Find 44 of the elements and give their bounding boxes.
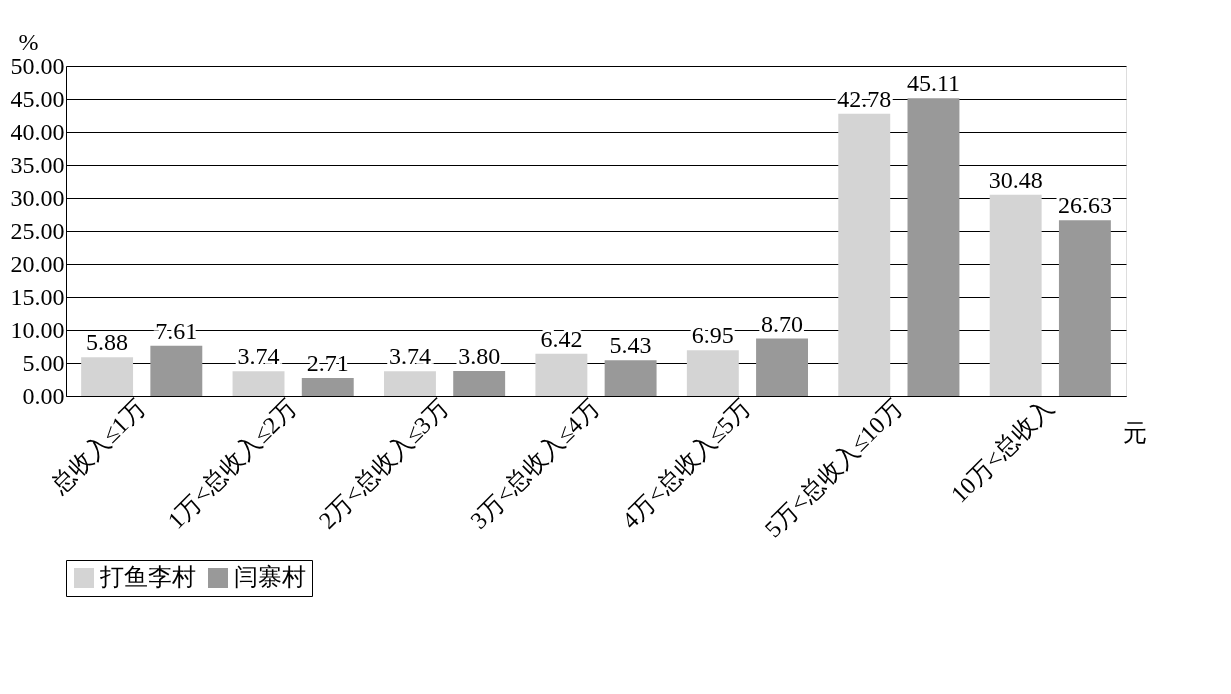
bar: [1058, 220, 1111, 396]
x-tick-label: 4万<总收入≤5万: [616, 394, 756, 534]
x-tick-label: 1万<总收入≤2万: [162, 394, 302, 534]
bar: [384, 371, 436, 396]
bar: [535, 353, 588, 396]
bar: [150, 345, 203, 396]
data-label: 3.74: [237, 343, 280, 370]
y-tick-label: 30.00: [10, 184, 65, 211]
y-tick-label: 5.00: [22, 349, 65, 376]
legend-label: 闫寨村: [234, 564, 306, 590]
bar: [838, 113, 891, 396]
y-axis-title: %: [18, 28, 39, 55]
data-label: 5.88: [86, 329, 129, 356]
data-label: 6.42: [540, 325, 583, 352]
y-tick-label: 50.00: [10, 52, 65, 79]
data-label: 26.63: [1057, 192, 1112, 219]
x-tick-label: 5万<总收入≤10万: [759, 394, 908, 543]
x-tick-label: 2万<总收入≤3万: [313, 394, 454, 534]
data-label: 45.11: [906, 70, 961, 97]
data-label: 5.43: [609, 332, 652, 359]
y-tick-label: 45.00: [10, 85, 65, 112]
bar: [301, 378, 354, 396]
legend-label: 打鱼李村: [99, 564, 196, 590]
y-tick-label: 0.00: [22, 382, 65, 409]
bar: [756, 338, 808, 396]
bar: [604, 360, 657, 396]
y-tick-label: 35.00: [10, 151, 65, 178]
x-axis-title: 元: [1122, 419, 1147, 446]
data-label: 3.74: [388, 343, 431, 370]
bar: [453, 370, 506, 396]
bar: [232, 371, 285, 396]
bar: [907, 98, 960, 396]
y-tick-label: 20.00: [10, 250, 65, 277]
bar: [989, 194, 1042, 396]
bar: [81, 357, 134, 396]
x-tick-label: 3万<总收入≤4万: [465, 394, 605, 534]
y-tick-label: 40.00: [10, 118, 65, 145]
data-label: 30.48: [988, 166, 1043, 193]
bar: [686, 350, 739, 396]
y-tick-label: 10.00: [10, 316, 65, 343]
x-tick-label: 10万<总收入: [945, 394, 1059, 508]
y-tick-label: 25.00: [10, 217, 65, 244]
y-tick-label: 15.00: [10, 283, 65, 310]
data-label: 3.80: [458, 342, 501, 369]
